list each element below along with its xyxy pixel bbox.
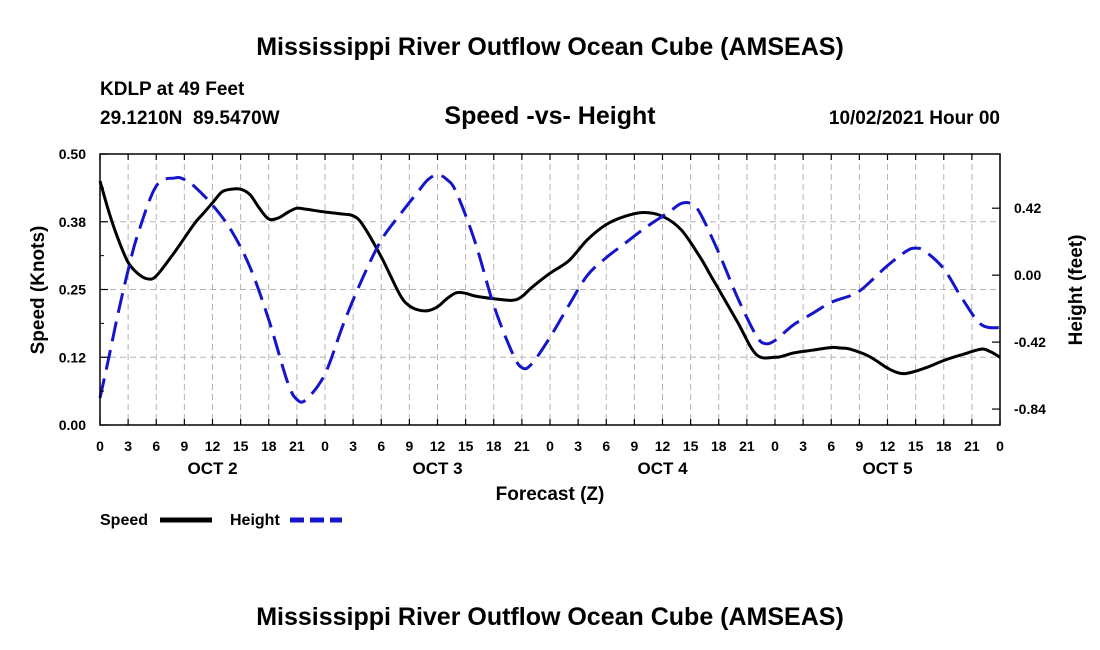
x-tick-label: 12 (880, 438, 896, 454)
y-left-tick-label: 0.50 (59, 146, 86, 162)
y-right-tick-label: -0.42 (1014, 334, 1046, 350)
axes-ticks: 0 3 6 9 12 15 18 21 0 3 6 9 12 15 18 21 0 3 6 9 12 15 18 21 0 3 6 9… (59, 146, 1046, 478)
x-tick-label: 21 (964, 438, 980, 454)
x-tick-label: 3 (799, 438, 807, 454)
legend-height-label: Height (230, 512, 280, 529)
x-tick-label: 9 (855, 438, 863, 454)
y-left-tick-label: 0.00 (59, 417, 86, 433)
x-tick-label: 0 (771, 438, 779, 454)
x-tick-label: 0 (546, 438, 554, 454)
series-layer (98, 173, 1001, 404)
x-tick-label: 12 (205, 438, 221, 454)
x-tick-label: 21 (514, 438, 530, 454)
x-tick-label: 6 (377, 438, 385, 454)
x-tick-label: 12 (430, 438, 446, 454)
x-tick-label: 18 (711, 438, 727, 454)
x-tick-label: 15 (908, 438, 924, 454)
x-tick-label: 0 (321, 438, 329, 454)
y-right-tick-label: 0.42 (1014, 200, 1041, 216)
x-tick-label: 12 (655, 438, 671, 454)
x-tick-label: 0 (96, 438, 104, 454)
x-tick-label: 6 (152, 438, 160, 454)
coordinates-label: 29.1210N 89.5470W (100, 108, 280, 129)
x-tick-label: 21 (739, 438, 755, 454)
y-left-tick-label: 0.38 (59, 214, 86, 230)
x-tick-label: 21 (289, 438, 305, 454)
chart-subtitle: Speed -vs- Height (444, 102, 656, 130)
day-label: OCT 5 (862, 459, 912, 478)
chart-title-bottom: Mississippi River Outflow Ocean Cube (AM… (256, 603, 844, 631)
legend: Speed Height (100, 512, 342, 529)
x-tick-label: 18 (936, 438, 952, 454)
y-right-tick-label: 0.00 (1014, 267, 1041, 283)
series-line-speed (98, 180, 1001, 376)
x-tick-label: 15 (458, 438, 474, 454)
x-tick-label: 9 (180, 438, 188, 454)
x-tick-label: 18 (261, 438, 277, 454)
x-tick-label: 15 (683, 438, 699, 454)
x-tick-label: 3 (349, 438, 357, 454)
x-tick-label: 0 (996, 438, 1004, 454)
legend-speed-label: Speed (100, 512, 148, 529)
x-tick-label: 6 (827, 438, 835, 454)
x-tick-label: 6 (602, 438, 610, 454)
forecast-datetime: 10/02/2021 Hour 00 (829, 108, 1000, 129)
x-axis-title: Forecast (Z) (496, 484, 605, 505)
x-tick-label: 3 (574, 438, 582, 454)
y-axis-title-left: Speed (Knots) (28, 226, 49, 355)
chart-title-top: Mississippi River Outflow Ocean Cube (AM… (256, 33, 844, 61)
y-left-tick-label: 0.12 (59, 349, 86, 365)
day-label: OCT 2 (187, 459, 237, 478)
day-label: OCT 4 (637, 459, 688, 478)
y-right-tick-label: -0.84 (1014, 401, 1046, 417)
y-left-tick-label: 0.25 (59, 282, 86, 298)
day-label: OCT 3 (412, 459, 462, 478)
x-tick-label: 3 (124, 438, 132, 454)
station-label: KDLP at 49 Feet (100, 79, 245, 100)
y-axis-title-right: Height (feet) (1066, 235, 1087, 346)
x-tick-label: 15 (233, 438, 249, 454)
x-tick-label: 18 (486, 438, 502, 454)
series-line-height (98, 173, 1001, 404)
x-tick-label: 9 (405, 438, 413, 454)
x-tick-label: 9 (630, 438, 638, 454)
